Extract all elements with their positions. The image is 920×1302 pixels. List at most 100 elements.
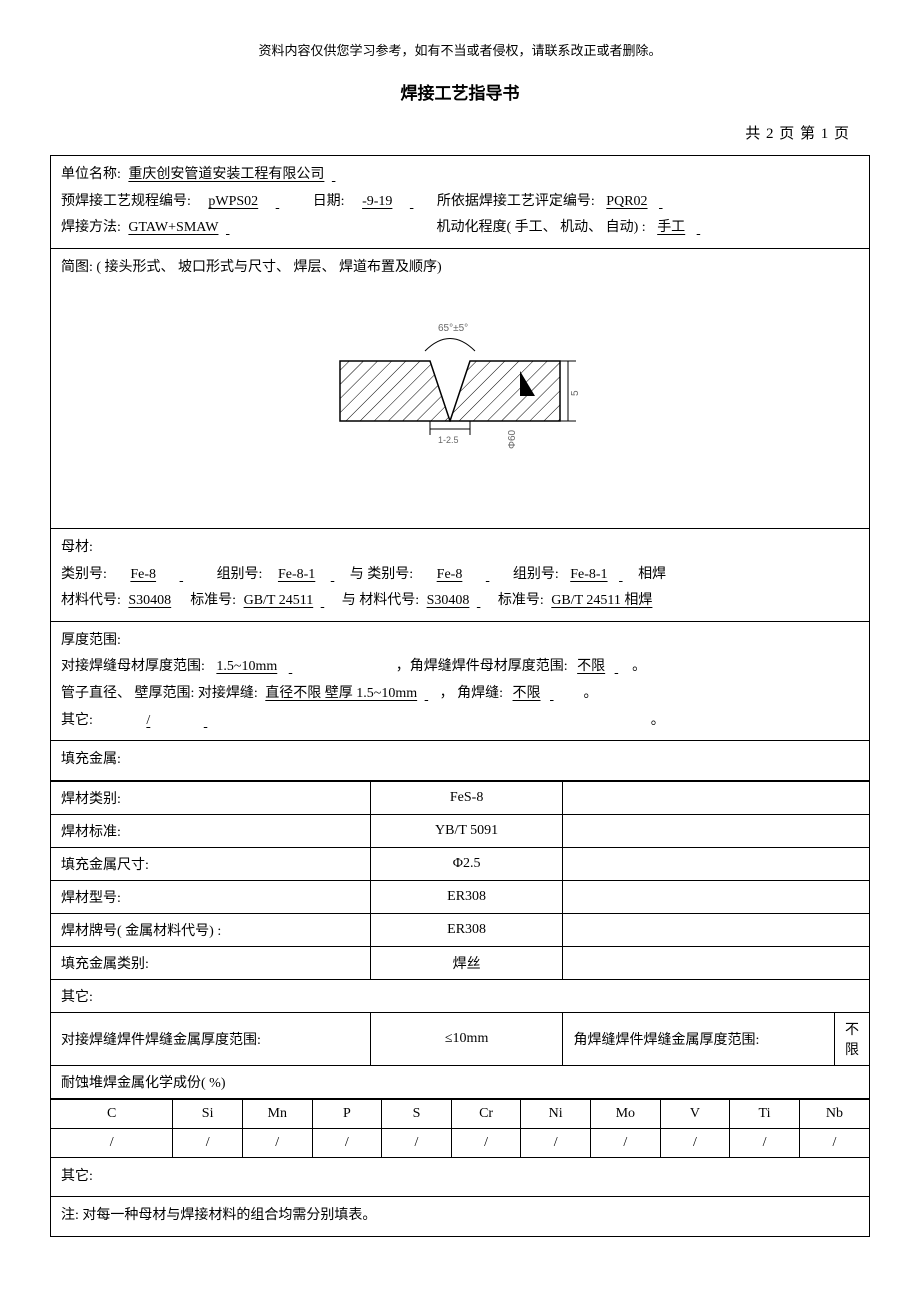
- date-blank: [410, 194, 434, 209]
- angle-text: 65°±5°: [438, 323, 468, 334]
- mech-blank: [697, 220, 731, 235]
- sketch-section: 简图: ( 接头形式、 坡口形式与尺寸、 焊层、 焊道布置及顺序) 65°±5°: [51, 249, 869, 529]
- filler-row-value: FeS-8: [370, 781, 563, 814]
- with-label: 与 类别号:: [350, 567, 413, 582]
- sketch-label: 简图: ( 接头形式、 坡口形式与尺寸、 焊层、 焊道布置及顺序): [61, 255, 859, 282]
- groove-diagram-svg: 65°±5° 5 1-2.5 Φ60: [310, 301, 610, 461]
- page-indicator: 共 2 页 第 1 页: [50, 122, 870, 143]
- filler-row-value: Φ2.5: [370, 847, 563, 880]
- gap-text: 1-2.5: [438, 435, 459, 445]
- filler-row-label: 焊材型号:: [51, 880, 370, 913]
- thk-title: 厚度范围:: [61, 628, 859, 655]
- chem-header-cell: Cr: [451, 1099, 521, 1128]
- filler-row: 填充金属类别:焊丝: [51, 946, 869, 979]
- chem-header-row: CSiMnPSCrNiMoVTiNb: [51, 1099, 869, 1128]
- footer-other-row: 其它:: [51, 1158, 869, 1198]
- chem-table: CSiMnPSCrNiMoVTiNb ///////////: [51, 1099, 869, 1158]
- date-label: 日期:: [313, 189, 345, 216]
- base-title: 母材:: [61, 535, 859, 562]
- footer-note: 注: 对每一种母材与焊接材料的组合均需分别填表。: [61, 1208, 376, 1223]
- filler-row-label: 填充金属类别:: [51, 946, 370, 979]
- document-title: 焊接工艺指导书: [50, 79, 870, 104]
- filler-row-empty: [563, 913, 869, 946]
- org-value: 重庆创安管道安装工程有限公司: [124, 167, 328, 182]
- butt-label: 对接焊缝母材厚度范围:: [61, 659, 205, 674]
- method-label: 焊接方法:: [61, 215, 121, 242]
- filler-row-empty: [563, 814, 869, 847]
- pipe-value: 直径不限 壁厚 1.5~10mm: [261, 686, 421, 701]
- cat-label: 类别号:: [61, 567, 107, 582]
- matcode2: S30408: [423, 593, 474, 608]
- chem-title: 耐蚀堆焊金属化学成份( %): [51, 1065, 869, 1098]
- fillet-range-value: 不限: [834, 1012, 869, 1065]
- filler-row-value: YB/T 5091: [370, 814, 563, 847]
- pqr-value: PQR02: [598, 194, 655, 209]
- chem-value-cell: /: [312, 1128, 382, 1157]
- chem-value-cell: /: [451, 1128, 521, 1157]
- filler-row: 焊材类别:FeS-8: [51, 781, 869, 814]
- chem-value-cell: /: [382, 1128, 452, 1157]
- weld-thickness-row: 对接焊缝焊件焊缝金属厚度范围: ≤10mm 角焊缝焊件焊缝金属厚度范围: 不限: [51, 1012, 869, 1065]
- method-value: GTAW+SMAW: [124, 220, 222, 235]
- other-label: 其它:: [61, 713, 93, 728]
- withmat-label: 与 材料代号:: [342, 593, 419, 608]
- group-label2: 组别号:: [513, 567, 559, 582]
- org-row: 单位名称: 重庆创安管道安装工程有限公司 预焊接工艺规程编号: pWPS02 日…: [51, 156, 869, 249]
- wps-value: pWPS02: [194, 194, 272, 209]
- chem-value-cell: /: [660, 1128, 730, 1157]
- dia-text: Φ60: [507, 430, 518, 450]
- other-value: /: [96, 713, 200, 728]
- chem-header-cell: S: [382, 1099, 452, 1128]
- std1: GB/T 24511: [240, 593, 318, 608]
- wps-blank: [276, 194, 310, 209]
- filler-row: 焊材型号:ER308: [51, 880, 869, 913]
- butt-value: 1.5~10mm: [208, 659, 285, 674]
- std-label: 标准号:: [190, 593, 236, 608]
- chem-value-cell: /: [799, 1128, 869, 1157]
- org-label: 单位名称:: [61, 162, 121, 189]
- mech-label: 机动化程度( 手工、 机动、 自动) :: [436, 215, 645, 242]
- base-material-section: 母材: 类别号: Fe-8 组别号: Fe-8-1 与 类别号: Fe-8 组别…: [51, 529, 869, 622]
- filler-row-empty: [563, 781, 869, 814]
- chem-value-cell: /: [590, 1128, 660, 1157]
- thickness-section: 厚度范围: 对接焊缝母材厚度范围: 1.5~10mm ，角焊缝焊件母材厚度范围:…: [51, 622, 869, 741]
- mech-value: 手工: [649, 220, 693, 235]
- filler-row: 填充金属尺寸:Φ2.5: [51, 847, 869, 880]
- filler-row-label: 焊材标准:: [51, 814, 370, 847]
- filler-row: 焊材标准:YB/T 5091: [51, 814, 869, 847]
- org-blank: [332, 167, 536, 182]
- filler-table: 焊材类别:FeS-8 焊材标准:YB/T 5091 填充金属尺寸:Φ2.5 焊材…: [51, 781, 869, 1099]
- group2-value: Fe-8-1: [562, 567, 615, 582]
- std2: GB/T 24511 相焊: [547, 593, 656, 608]
- filler-other-row: 其它:: [51, 979, 869, 1012]
- filler-title: 填充金属:: [61, 752, 121, 767]
- chem-header-cell: Nb: [799, 1099, 869, 1128]
- chem-header-cell: C: [51, 1099, 173, 1128]
- cat1-value: Fe-8: [110, 567, 176, 582]
- filler-title-row: 填充金属:: [51, 741, 869, 781]
- filler-row-value: ER308: [370, 913, 563, 946]
- chem-header-cell: Ti: [730, 1099, 800, 1128]
- chem-header-cell: Ni: [521, 1099, 591, 1128]
- method-blank: [226, 220, 400, 235]
- filler-row-empty: [563, 946, 869, 979]
- matcode1: S30408: [124, 593, 175, 608]
- suffix1: 相焊: [638, 567, 666, 582]
- filler-row-empty: [563, 880, 869, 913]
- filler-row-value: 焊丝: [370, 946, 563, 979]
- disclaimer-note: 资料内容仅供您学习参考，如有不当或者侵权，请联系改正或者删除。: [50, 40, 870, 59]
- filler-row-label: 填充金属尺寸:: [51, 847, 370, 880]
- filler-row-empty: [563, 847, 869, 880]
- footer-note-row: 注: 对每一种母材与焊接材料的组合均需分别填表。: [51, 1197, 869, 1236]
- joint-diagram: 65°±5° 5 1-2.5 Φ60: [61, 281, 859, 522]
- pipe-fillet-label: ， 角焊缝:: [440, 686, 503, 701]
- chem-header-cell: P: [312, 1099, 382, 1128]
- pipe-fillet-value: 不限: [507, 686, 547, 701]
- thickness-text: 5: [570, 390, 581, 396]
- chem-value-cell: /: [173, 1128, 243, 1157]
- filler-row-value: ER308: [370, 880, 563, 913]
- fillet-label: ，角焊缝焊件母材厚度范围:: [396, 659, 568, 674]
- chem-header-cell: Mn: [242, 1099, 312, 1128]
- matcode-label: 材料代号:: [61, 593, 121, 608]
- pipe-label: 管子直径、 壁厚范围: 对接焊缝:: [61, 686, 258, 701]
